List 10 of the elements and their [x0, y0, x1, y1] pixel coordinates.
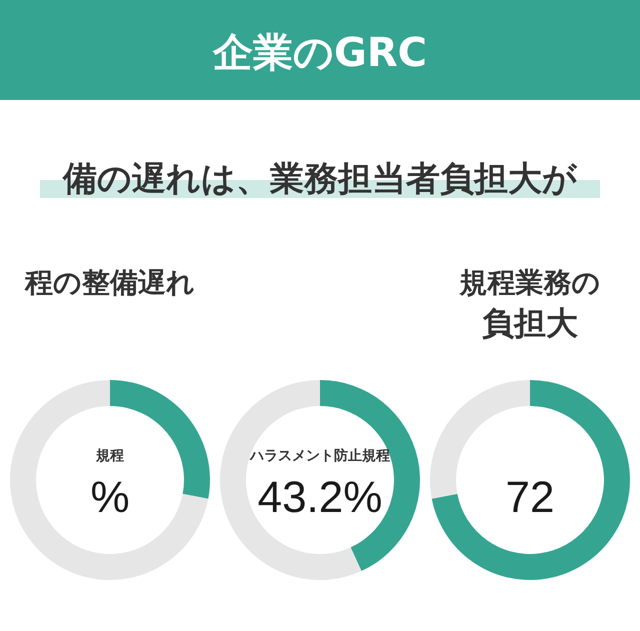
data-label: %	[90, 473, 130, 522]
chart-title: 程の整備遅れ	[24, 266, 195, 299]
text: 備の遅れは、業務担当者負担大が	[62, 159, 578, 199]
data-label: 72	[506, 473, 554, 522]
chart-subtitle: 負担大	[482, 304, 578, 342]
slice-label: 規程	[95, 448, 124, 464]
chart-title: 規程業務の	[458, 266, 600, 299]
data-label: 43.2%	[258, 473, 382, 522]
slice-label: ハラスメント防止規程	[249, 447, 390, 464]
text: 企業のGRC	[212, 30, 427, 76]
